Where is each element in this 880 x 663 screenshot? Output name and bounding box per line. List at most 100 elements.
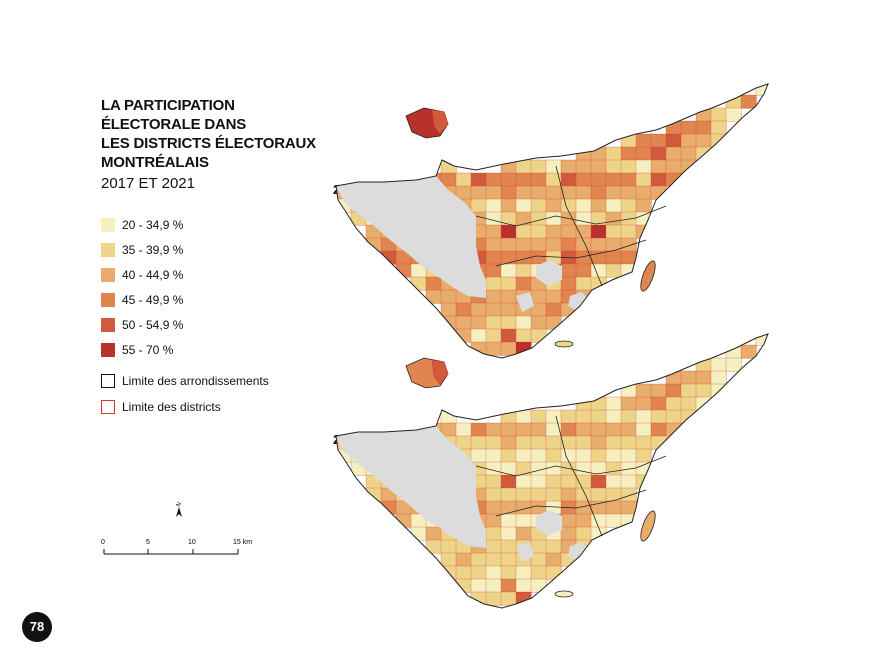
- district: [680, 409, 697, 424]
- district: [665, 383, 682, 398]
- district: [485, 565, 502, 580]
- legend-swatch: [101, 268, 115, 282]
- district: [575, 185, 592, 200]
- district: [530, 422, 547, 437]
- district: [500, 448, 517, 463]
- district: [650, 172, 667, 187]
- district: [500, 198, 517, 213]
- district: [500, 435, 517, 450]
- district: [515, 565, 532, 580]
- district: [485, 237, 502, 252]
- district: [440, 539, 457, 554]
- district: [500, 552, 517, 567]
- district: [515, 409, 532, 424]
- district: [605, 500, 622, 515]
- legend-label: Limite des arrondissements: [122, 374, 269, 388]
- district: [440, 159, 457, 174]
- district: [485, 513, 502, 528]
- district: [605, 146, 622, 161]
- district: [500, 526, 517, 541]
- district: [485, 276, 502, 291]
- district: [560, 172, 577, 187]
- district: [575, 526, 592, 541]
- district: [575, 448, 592, 463]
- district: [545, 185, 562, 200]
- district: [545, 461, 562, 476]
- scale-tick-label: 10: [188, 539, 196, 546]
- district: [470, 185, 487, 200]
- district: [485, 539, 502, 554]
- district: [485, 435, 502, 450]
- district: [545, 224, 562, 239]
- district: [470, 578, 487, 593]
- district: [500, 487, 517, 502]
- north-letter: N: [176, 501, 183, 508]
- district: [365, 487, 382, 502]
- district: [500, 474, 517, 489]
- district: [530, 487, 547, 502]
- district: [425, 289, 442, 304]
- district: [485, 198, 502, 213]
- district: [485, 578, 502, 593]
- district: [560, 185, 577, 200]
- district: [560, 159, 577, 174]
- district: [425, 276, 442, 291]
- district: [605, 172, 622, 187]
- arrondissement-boundary: [555, 165, 603, 287]
- district: [620, 396, 637, 411]
- district: [530, 474, 547, 489]
- district: [470, 552, 487, 567]
- district: [470, 172, 487, 187]
- no-data-zone: [536, 260, 562, 286]
- district: [560, 237, 577, 252]
- district: [680, 159, 697, 174]
- district: [530, 578, 547, 593]
- district: [695, 107, 712, 122]
- district: [635, 172, 652, 187]
- district: [545, 159, 562, 174]
- scale-graphic: N 0 5 10 15 km: [101, 501, 252, 555]
- district: [455, 565, 472, 580]
- district: [605, 396, 622, 411]
- district: [680, 120, 697, 135]
- district: [515, 211, 532, 226]
- district: [665, 422, 682, 437]
- district: [530, 172, 547, 187]
- district: [620, 487, 637, 502]
- district: [755, 334, 768, 346]
- district: [515, 422, 532, 437]
- district: [605, 224, 622, 239]
- ile-sainte-helene: [640, 510, 656, 542]
- district: [605, 409, 622, 424]
- district: [425, 526, 442, 541]
- district: [620, 159, 637, 174]
- district: [575, 224, 592, 239]
- district: [635, 448, 652, 463]
- district: [545, 539, 562, 554]
- district: [605, 474, 622, 489]
- scale-tick-label: 5: [146, 539, 150, 546]
- district: [470, 448, 487, 463]
- district: [485, 263, 502, 278]
- district: [515, 276, 532, 291]
- district: [680, 383, 697, 398]
- island-outline: [335, 83, 769, 359]
- district: [635, 461, 652, 476]
- district: [590, 250, 607, 265]
- district: [665, 133, 682, 148]
- district: [695, 146, 712, 161]
- island-outline: [335, 333, 769, 609]
- district: [665, 159, 682, 174]
- no-data-zone: [536, 510, 562, 536]
- district: [755, 84, 768, 96]
- legend-swatch: [101, 243, 115, 257]
- district: [530, 250, 547, 265]
- district: [530, 237, 547, 252]
- district: [560, 513, 577, 528]
- legend-label: 55 - 70 %: [122, 343, 174, 357]
- district: [590, 198, 607, 213]
- district: [575, 159, 592, 174]
- district: [530, 159, 547, 174]
- district: [530, 328, 547, 343]
